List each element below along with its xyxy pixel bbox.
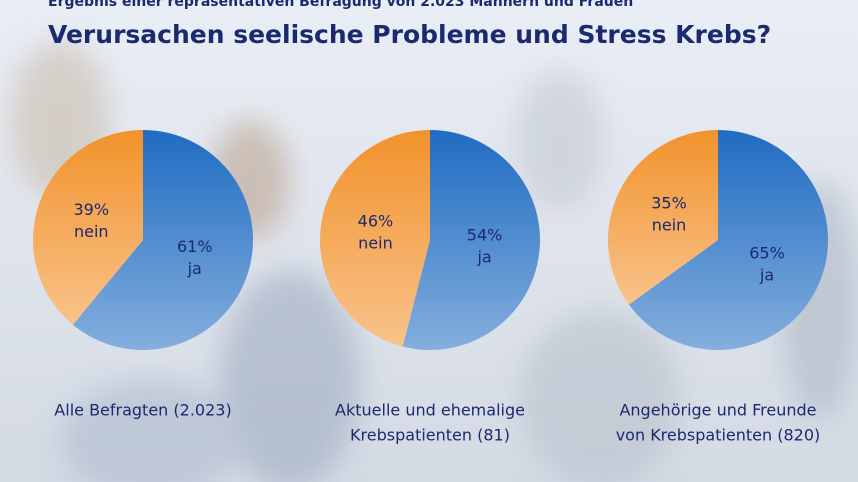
slice-category-label: ja	[476, 247, 491, 266]
slice-value-label: 46%	[358, 212, 394, 231]
pie-slice	[319, 130, 430, 347]
slice-value-label: 35%	[651, 194, 687, 213]
slice-category-label: nein	[74, 222, 109, 241]
subtitle: Ergebnis einer repräsentativen Befragung…	[48, 0, 633, 10]
title: Verursachen seelische Probleme und Stres…	[48, 20, 771, 49]
slice-value-label: 54%	[467, 225, 503, 244]
slice-value-label: 61%	[177, 237, 213, 256]
slice-category-label: nein	[358, 234, 393, 253]
slice-category-label: nein	[652, 216, 687, 235]
pie-caption: von Krebspatienten (820)	[616, 426, 821, 445]
pie-slice	[32, 130, 143, 325]
pie-caption: Krebspatienten (81)	[350, 426, 510, 445]
slice-category-label: ja	[759, 265, 774, 284]
slice-value-label: 65%	[749, 243, 785, 262]
pie-slice	[608, 130, 718, 305]
pie-slice	[629, 130, 828, 350]
pie-slice	[402, 130, 540, 350]
charts: 61% ja 39% nein Alle Befragten (2.023) 54% ja 4…	[32, 130, 828, 445]
pie-caption: Alle Befragten (2.023)	[54, 401, 231, 420]
pie-caption: Angehörige und Freunde	[619, 401, 816, 420]
pie-caption: Aktuelle und ehemalige	[335, 401, 525, 420]
slice-category-label: ja	[187, 259, 202, 278]
pie-slice	[72, 130, 253, 350]
slice-value-label: 39%	[73, 200, 109, 219]
